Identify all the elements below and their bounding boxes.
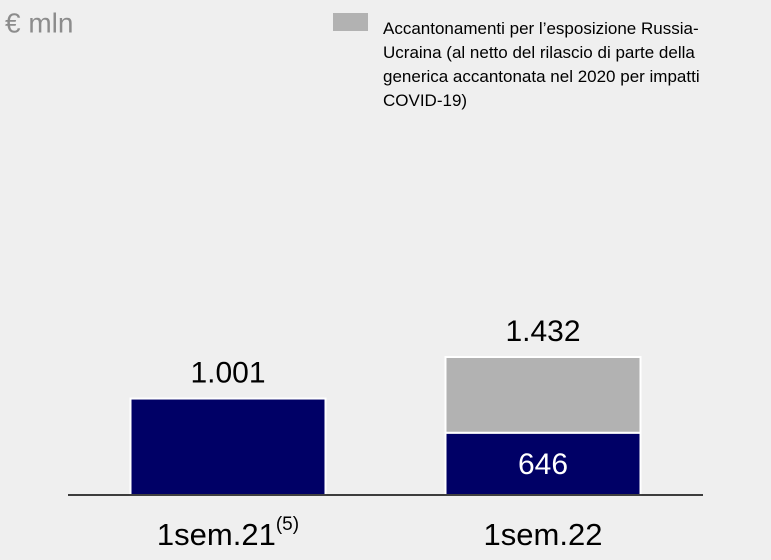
x-tick-label: 1sem.21(5): [157, 514, 299, 552]
bar-segment: [129, 397, 327, 496]
total-label: 1.001: [190, 356, 265, 389]
bar-segment: [444, 356, 642, 434]
category-note: (5): [276, 514, 299, 535]
legend-label: Accantonamenti per l’esposizione Russia-…: [383, 19, 700, 110]
total-label: 1.432: [505, 315, 580, 348]
chart-title: € mln: [5, 7, 73, 38]
x-tick-label: 1sem.22: [484, 517, 603, 552]
bar-segment: [444, 431, 642, 497]
category: 1sem.21: [157, 517, 276, 552]
value-label: 646: [518, 448, 568, 481]
legend-swatch: [333, 13, 368, 31]
category: 1sem.22: [484, 517, 603, 552]
